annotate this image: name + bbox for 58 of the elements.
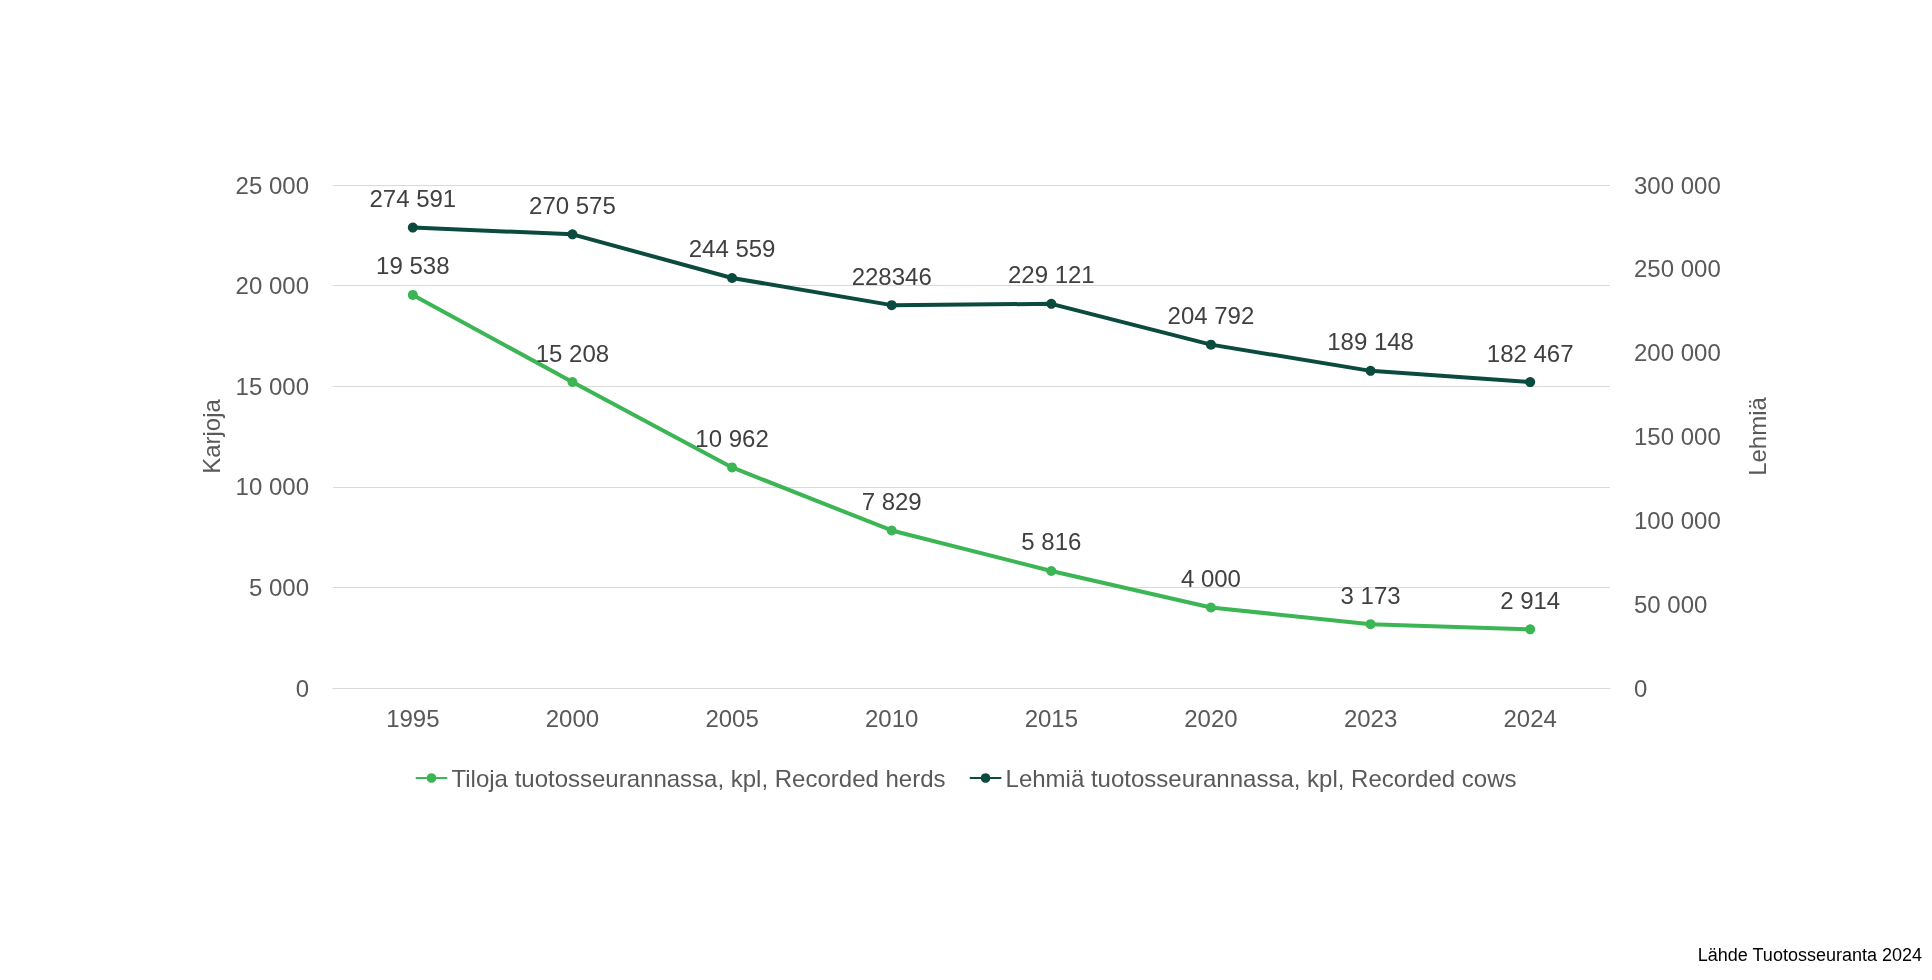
y-tick-label: 15 000 <box>235 372 309 400</box>
point <box>1525 377 1536 388</box>
y2-tick-label: 100 000 <box>1634 506 1721 534</box>
point <box>1205 339 1216 350</box>
point <box>567 229 578 240</box>
point <box>886 300 897 311</box>
data-label: 7 829 <box>861 487 922 515</box>
data-label: 4 000 <box>1180 565 1241 593</box>
y-tick-label: 20 000 <box>235 272 309 300</box>
point <box>1046 298 1057 309</box>
y-tick-label: 0 <box>295 674 309 702</box>
x-tick-label: 2024 <box>1503 704 1557 732</box>
data-label: 228346 <box>851 262 932 290</box>
data-label: 15 208 <box>535 339 610 367</box>
y2-tick-label: 300 000 <box>1634 171 1721 199</box>
data-label: 229 121 <box>1007 261 1095 289</box>
x-tick-label: 2020 <box>1184 704 1238 732</box>
y-axis-title: Karjoja <box>197 398 225 474</box>
point <box>1365 365 1376 376</box>
y-tick-label: 10 000 <box>235 473 309 501</box>
point <box>1205 602 1216 613</box>
point <box>727 462 738 473</box>
legend-label: Lehmiä tuotosseurannassa, kpl, Recorded cows <box>1005 764 1517 792</box>
data-label: 189 148 <box>1327 328 1414 356</box>
data-label: 19 538 <box>376 252 450 280</box>
y2-tick-label: 50 000 <box>1634 590 1708 618</box>
x-tick-label: 2005 <box>705 704 759 732</box>
y2-tick-label: 200 000 <box>1634 339 1721 367</box>
data-label: 182 467 <box>1486 339 1574 367</box>
point <box>1046 565 1057 576</box>
point <box>567 377 578 388</box>
point <box>1525 624 1536 635</box>
point <box>727 272 738 283</box>
point <box>407 222 418 233</box>
x-tick-label: 2015 <box>1024 704 1079 732</box>
point <box>886 525 897 536</box>
x-tick-label: 2010 <box>864 704 919 732</box>
y-tick-label: 5 000 <box>248 573 309 601</box>
data-label: 3 173 <box>1340 581 1401 609</box>
data-label: 5 816 <box>1021 528 1082 556</box>
data-label: 2 914 <box>1500 586 1561 614</box>
data-label: 244 559 <box>688 235 776 263</box>
y2-tick-label: 150 000 <box>1634 423 1721 450</box>
point <box>1365 619 1376 630</box>
y2-axis-title: Lehmiä <box>1743 396 1771 476</box>
y2-tick-label: 0 <box>1634 674 1648 702</box>
legend-label: Tiloja tuotosseurannassa, kpl, Recorded herds <box>451 764 946 792</box>
data-label: 10 962 <box>695 424 769 452</box>
data-label: 270 575 <box>529 191 616 219</box>
x-tick-label: 1995 <box>386 704 440 732</box>
x-tick-label: 2023 <box>1343 704 1398 732</box>
point <box>407 289 418 300</box>
data-label: 204 792 <box>1167 302 1255 330</box>
text: Lähde Tuotosseuranta 2024 <box>1697 945 1922 966</box>
x-tick-label: 2000 <box>545 704 600 732</box>
y2-tick-label: 250 000 <box>1634 255 1721 283</box>
data-label: 274 591 <box>369 185 457 213</box>
y-tick-label: 25 000 <box>235 171 309 199</box>
